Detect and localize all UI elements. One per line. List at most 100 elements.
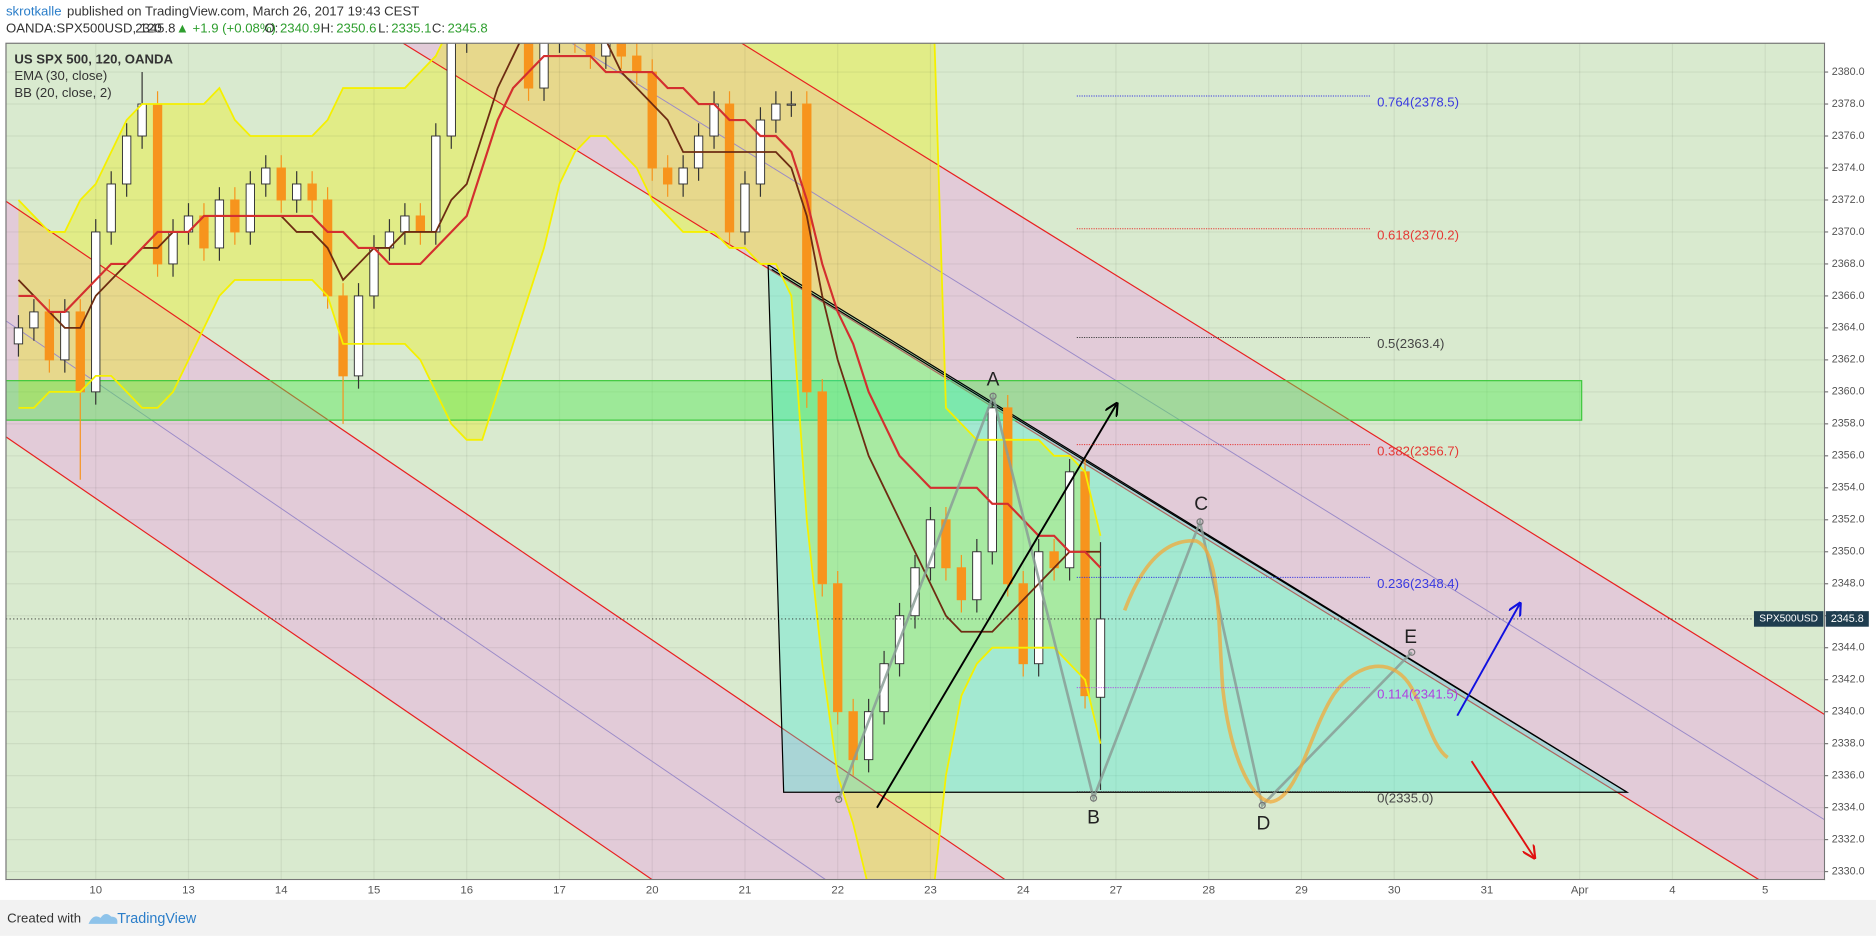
support-zone [5, 380, 1583, 421]
y-tick-label: 2348.0 [1832, 578, 1865, 590]
author[interactable]: skrotkalle [6, 4, 62, 19]
candle-body [724, 103, 735, 233]
y-tick-label: 2362.0 [1832, 354, 1865, 366]
y-tick-label: 2360.0 [1832, 386, 1865, 398]
x-tick-label: 29 [1295, 884, 1308, 896]
vertex [1196, 518, 1204, 526]
footer-text: Created with [7, 911, 81, 926]
pattern-vertices [835, 392, 1416, 809]
y-tick-label: 2376.0 [1832, 130, 1865, 142]
candle-body [786, 103, 797, 106]
channel-line [402, 43, 1760, 880]
x-tick-label: 27 [1110, 884, 1123, 896]
y-tick-label: 2366.0 [1832, 290, 1865, 302]
fib-label: 0.5(2363.4) [1377, 336, 1444, 351]
candle-body [369, 247, 379, 297]
y-tick-label: 2352.0 [1832, 514, 1865, 526]
candle-body [307, 183, 317, 201]
channel-mid [571, 43, 1825, 821]
pattern-labels: A B C D E [987, 370, 1417, 835]
candle-body [446, 43, 456, 137]
x-tick-label: 22 [831, 884, 844, 896]
channel-mid [5, 320, 826, 880]
candle-body [276, 167, 286, 201]
candle-body [817, 391, 827, 585]
fib-label: 0.114(2341.5) [1377, 686, 1458, 701]
candle-body [956, 567, 967, 601]
symbol: OANDA:SPX500USD, 120 [6, 20, 162, 35]
candle-body [60, 311, 70, 361]
ohlc-key: O: [264, 20, 278, 35]
vertex [1408, 648, 1416, 656]
y-tick-label: 2336.0 [1832, 769, 1865, 781]
abcde-pattern [837, 391, 1413, 809]
fib-label: 0.764(2378.5) [1377, 95, 1459, 110]
arrow [1456, 604, 1519, 717]
candle-body [925, 519, 936, 569]
ohlc-key: L: [378, 20, 389, 35]
fib-label: 0.618(2370.2) [1377, 227, 1459, 242]
plot: 0.764(2378.5) 0.618(2370.2) 0.5(2363.4) 0.3… [5, 43, 1825, 880]
axes: 2330.02332.02334.02336.02338.02340.02342… [89, 66, 1869, 896]
x-tick-label: 30 [1388, 884, 1401, 896]
triangle-edge [771, 268, 1628, 793]
x-tick-label: 23 [924, 884, 937, 896]
fib-label: 0.382(2356.7) [1377, 443, 1459, 458]
arrow [1470, 760, 1534, 857]
x-tick-label: 24 [1017, 884, 1030, 896]
candle-body [338, 295, 348, 377]
price-tag-label: 2345.8 [1831, 613, 1864, 625]
candle-body [29, 311, 39, 329]
vertex [1089, 794, 1098, 802]
y-tick-label: 2342.0 [1832, 674, 1865, 686]
symbol-tag [1753, 611, 1824, 627]
y-tick-label: 2356.0 [1832, 450, 1865, 462]
channel-line [741, 43, 1825, 715]
candle-body [740, 183, 750, 233]
y-tick-label: 2378.0 [1832, 98, 1865, 110]
y-tick-label: 2350.0 [1832, 546, 1865, 558]
candle-body [1003, 407, 1013, 585]
candle-body [44, 311, 55, 361]
channel-fill [403, 43, 1825, 880]
candle-body [523, 43, 534, 89]
ohlc-key: C: [432, 20, 445, 35]
candle-body [987, 407, 997, 553]
y-tick-label: 2380.0 [1832, 66, 1865, 78]
candle-body [678, 167, 688, 185]
published: published on TradingView.com, March 26, … [67, 4, 419, 19]
price-tag [1825, 611, 1869, 627]
candle-body [1064, 471, 1075, 569]
x-tick-label: Apr [1571, 884, 1589, 896]
x-tick-label: 10 [89, 884, 102, 896]
chart-title: US SPX 500, 120, OANDA [14, 51, 173, 66]
indicator-line [18, 54, 1102, 569]
footer-bar [0, 899, 1876, 936]
ohlc-value: 2350.6 [336, 20, 376, 35]
symbol-tag-label: SPX500USD [1759, 614, 1818, 625]
change: ▲ +1.9 (+0.08%) [176, 20, 276, 35]
footer-brand[interactable]: TradingView [117, 911, 197, 927]
x-tick-label: 17 [553, 884, 566, 896]
candle-body [261, 167, 271, 185]
x-tick-label: 4 [1669, 884, 1675, 896]
x-tick-label: 13 [182, 884, 195, 896]
ohlc-value: 2345.8 [447, 20, 487, 35]
vertex [989, 392, 997, 400]
legend-entry: EMA (30, close) [14, 68, 107, 83]
candle-body [353, 295, 364, 377]
y-tick-label: 2354.0 [1832, 482, 1865, 494]
point-label: D [1257, 814, 1271, 835]
candle-body [13, 327, 24, 345]
header: skrotkalle published on TradingView.com,… [6, 4, 488, 36]
y-tick-label: 2364.0 [1832, 322, 1865, 334]
y-tick-label: 2374.0 [1832, 162, 1865, 174]
candle-body [106, 183, 116, 233]
last-price: 2345.8 [135, 20, 175, 35]
candle-body [632, 55, 642, 73]
footer-logo [88, 913, 118, 924]
y-tick-label: 2330.0 [1832, 865, 1865, 877]
candle-body [400, 215, 410, 233]
y-tick-label: 2358.0 [1832, 418, 1865, 430]
